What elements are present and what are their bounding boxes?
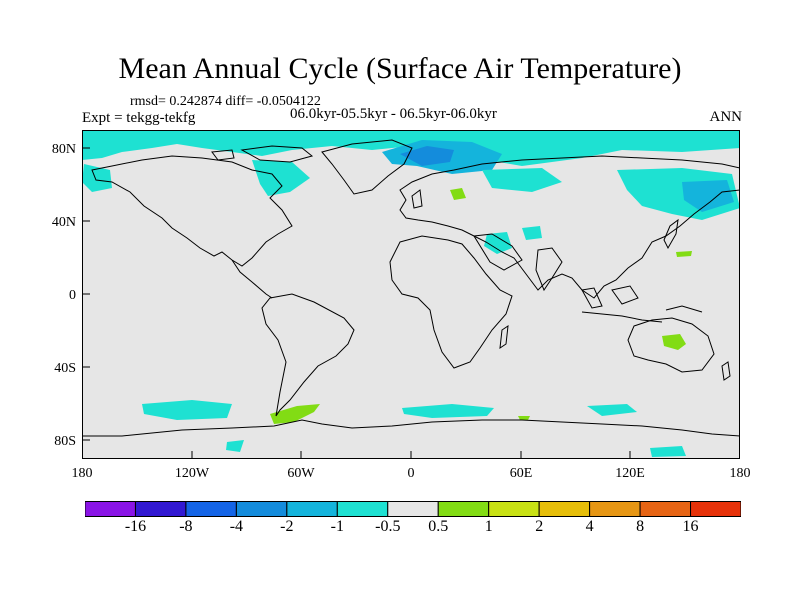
lon-ticks xyxy=(82,451,740,459)
anomaly-patch-alaska xyxy=(82,164,112,192)
anomaly-patch-canada xyxy=(252,160,310,196)
coastline-eurasia xyxy=(399,155,740,299)
colorbar-box xyxy=(85,501,136,517)
anomaly-patch-pacific xyxy=(676,251,692,257)
coastline-japan xyxy=(663,218,679,250)
coastline-central-america xyxy=(231,259,273,299)
anomaly-patch-india xyxy=(522,226,542,240)
coastline-arctic-islands xyxy=(211,145,314,163)
lon-label-60e: 60E xyxy=(509,466,533,481)
coastline-arabia xyxy=(473,233,523,271)
colorbar-label: 0.5 xyxy=(428,518,449,535)
lon-label-180w: 180 xyxy=(71,466,93,481)
coastline-antarctica xyxy=(82,419,740,437)
colorbar-label: -2 xyxy=(280,518,294,535)
colorbar-label: 16 xyxy=(682,518,699,535)
lon-label-120e: 120E xyxy=(615,466,645,481)
anomaly-patch-greenland-core xyxy=(400,146,454,166)
colorbar-label: -4 xyxy=(229,518,244,535)
anomaly-patch-ross-sea xyxy=(650,446,686,457)
colorbar-box xyxy=(639,501,692,517)
anomaly-patch-east-siberia xyxy=(682,180,734,212)
experiment-label: Expt = tekgg-tekfg xyxy=(82,110,196,126)
colorbar-box xyxy=(387,501,439,517)
colorbar xyxy=(85,501,741,517)
anomaly-patch-australia xyxy=(662,334,686,350)
coastline-north-america xyxy=(91,155,293,267)
anomaly-patch-middle-east xyxy=(484,232,512,254)
coastline-layer xyxy=(82,139,740,437)
anomaly-patch-weddell xyxy=(518,416,530,420)
colorbar-box xyxy=(235,501,288,517)
plot-title: Mean Annual Cycle (Surface Air Temperatu… xyxy=(118,52,682,85)
map-frame xyxy=(82,130,740,459)
stats-label: rmsd= 0.242874 diff= -0.0504122 xyxy=(130,94,321,109)
colorbar-box xyxy=(336,501,389,517)
colorbar-label: 4 xyxy=(585,518,594,535)
subtitle-label: 06.0kyr-05.5kyr - 06.5kyr-06.0kyr xyxy=(290,106,497,122)
coastline-india xyxy=(535,247,563,292)
lat-label-80s: 80S xyxy=(54,434,76,449)
colorbar-box xyxy=(286,501,338,517)
colorbar-box xyxy=(589,501,641,517)
colorbar-box xyxy=(437,501,490,517)
coastline-madagascar xyxy=(499,324,509,350)
colorbar-box xyxy=(538,501,591,517)
lon-label-180e: 180 xyxy=(729,466,751,481)
map-plot xyxy=(82,130,740,459)
anomaly-patch-southern-ocean-1 xyxy=(142,400,232,420)
coastline-new-zealand xyxy=(721,361,731,381)
lon-label-0: 0 xyxy=(407,466,415,481)
lat-ticks xyxy=(82,147,90,441)
season-label: ANN xyxy=(709,109,743,125)
colorbar-box xyxy=(185,501,237,517)
lat-label-80n: 80N xyxy=(51,142,76,157)
anomaly-patch-antarctic-edge xyxy=(226,440,244,452)
anomaly-patch-southern-ocean-3 xyxy=(587,404,637,416)
colorbar-box xyxy=(134,501,187,517)
anomaly-patch-scandinavia xyxy=(450,188,466,200)
lon-label-60w: 60W xyxy=(287,466,315,481)
colorbar-label: -1 xyxy=(330,518,344,535)
colorbar-label: -8 xyxy=(179,518,193,535)
coastline-south-america xyxy=(261,293,355,417)
coastline-uk xyxy=(411,189,423,209)
coastline-africa xyxy=(389,235,513,369)
colorbar-box xyxy=(690,501,741,517)
colorbar-box xyxy=(488,501,540,517)
anomaly-patch-southern-ocean-2 xyxy=(402,404,494,418)
colorbar-label: 1 xyxy=(484,518,493,535)
anomaly-patch-antarctic-peninsula xyxy=(270,404,320,424)
colorbar-label: -16 xyxy=(124,518,147,535)
colorbar-label: 2 xyxy=(535,518,544,535)
coastline-australia xyxy=(627,317,715,373)
lat-label-equator: 0 xyxy=(69,288,76,303)
lat-label-40n: 40N xyxy=(51,215,76,230)
lat-label-40s: 40S xyxy=(54,361,76,376)
anomaly-patch-barents xyxy=(482,168,562,192)
coastline-greenland xyxy=(321,139,413,195)
colorbar-label: 8 xyxy=(636,518,645,535)
lon-label-120w: 120W xyxy=(174,466,210,481)
coastline-southeast-asia xyxy=(581,285,639,309)
colorbar-label: -0.5 xyxy=(375,518,401,535)
